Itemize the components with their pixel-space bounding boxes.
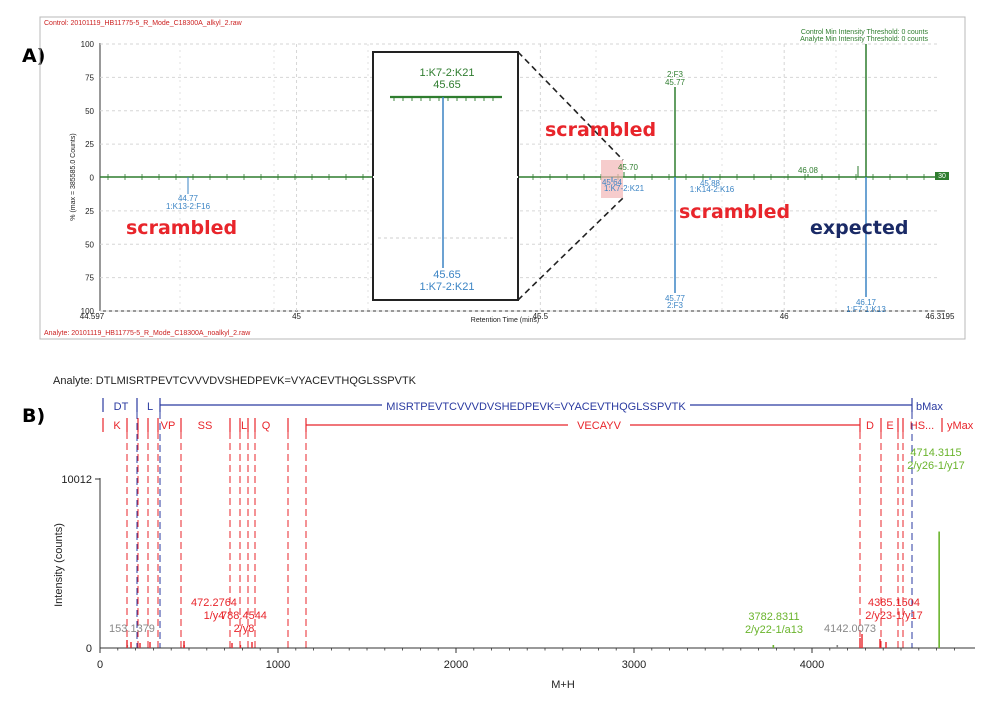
- analyte-peak-label-k13: 1:K13-2:F16: [166, 202, 211, 211]
- end-marker: [935, 172, 949, 180]
- peak-label-472-ion: 1/y4: [204, 610, 225, 622]
- control-threshold-legend: Control Min Intensity Threshold: 0 count…: [801, 29, 929, 36]
- x-start-label: 44.597: [80, 312, 105, 321]
- y-tick-label: 100: [81, 40, 95, 49]
- x-tick-label: 0: [97, 659, 103, 671]
- b-segment-l: L: [147, 401, 153, 413]
- analyte-peak-label-f7: 1:F7-1:K13: [846, 305, 886, 314]
- spectrum-plot: 10012 0 Intensity (counts) M+H 0 1000 2000…: [53, 412, 975, 691]
- y-tick-label: 0: [90, 174, 95, 183]
- y-segment-e: E: [886, 420, 893, 432]
- y-segment-l: L: [241, 420, 247, 432]
- y-max-label: yMax: [947, 420, 974, 432]
- y-tick-label-zero: 0: [86, 643, 92, 655]
- control-peak-rt-46-08: 46.08: [798, 166, 819, 175]
- panel-b-letter: B): [22, 405, 45, 427]
- inset-zoom-line-top: [517, 51, 624, 161]
- y-segment-peptide: VECAYV: [577, 420, 621, 432]
- control-file-header: Control: 20101119_HB11775-5_R_Mode_C1830…: [44, 20, 243, 27]
- peak-label-788-mass: 788.4544: [221, 610, 267, 622]
- analyte-peak-rt-46-17: 46.17: [856, 298, 877, 307]
- spectrum-x-ticks: 0 1000 2000 3000 4000: [97, 648, 955, 671]
- panel-a-frame: [39, 16, 966, 340]
- fragment-dashed-lines: [126, 412, 913, 648]
- analyte-peak-label-k14: 1:K14-2:K16: [690, 185, 735, 194]
- peak-label-3782-mass: 3782.8311: [748, 611, 799, 623]
- y-segment-ss: SS: [198, 420, 213, 432]
- analyte-peak-label-k7: 1:K7-2:K21: [604, 184, 645, 193]
- x-tick-label: 4000: [800, 659, 824, 671]
- y-tick-label: 75: [85, 274, 94, 283]
- chromatogram-plot: 100 75 50 25 0 25 50 75 100 45 45.5 46 % (max = 38…: [70, 40, 955, 324]
- y-ion-row: K VP SS L Q VECAYV D E HS... yMax: [102, 418, 974, 432]
- peak-label-4714-mass: 4714.3115: [910, 447, 961, 459]
- y-tick-label: 50: [85, 107, 94, 116]
- panel-a-letter: A): [22, 45, 45, 67]
- peak-label-4385-mass: 4385.1504: [868, 597, 920, 609]
- x-tick-label: 1000: [266, 659, 290, 671]
- inset-bottom-label: 1:K7-2:K21: [419, 281, 474, 293]
- end-marker-label: 30: [938, 173, 946, 180]
- peak-label-4385-ion: 2/y23-1/y17: [865, 610, 922, 622]
- chromatogram-x-label: Retention Time (mins): [471, 317, 539, 324]
- analyte-peak-label-f3: 2:F3: [667, 301, 684, 310]
- peak-label-4142: 4142.0073: [824, 623, 876, 635]
- inset-bottom-value: 45.65: [433, 269, 461, 281]
- y-tick-label: 25: [85, 207, 94, 216]
- peak-label-153: 153.1379: [109, 623, 155, 635]
- peak-label-472-mass: 472.2764: [191, 597, 237, 609]
- inset-zoom-line-bottom: [517, 197, 624, 301]
- peak-label-4714-ion: 2/y26-1/y17: [907, 460, 964, 472]
- b-ion-row: DT L MISRTPEVTCVVVDVSHEDPEVK=VYACEVTHQGL…: [102, 398, 943, 413]
- y-tick-label-max: 10012: [61, 474, 92, 486]
- analyte-peak-rt-45-88: 45.88: [700, 179, 721, 188]
- annotation-scrambled-mid: scrambled: [545, 119, 656, 141]
- y-tick-label: 75: [85, 73, 94, 82]
- chromatogram-x-ticks: 45 45.5 46: [292, 312, 789, 321]
- spectrum-peaks: [126, 531, 940, 648]
- y-tick-label: 50: [85, 240, 94, 249]
- analyte-peak-rt-45-77: 45.77: [665, 294, 686, 303]
- analyte-threshold-legend: Analyte Min Intensity Threshold: 0 count…: [800, 36, 928, 43]
- y-segment-hs: HS...: [910, 420, 934, 432]
- annotation-expected: expected: [810, 217, 908, 239]
- y-segment-q: Q: [262, 420, 271, 432]
- control-peak-label-f3: 2:F3: [667, 70, 684, 79]
- x-tick-label: 3000: [622, 659, 646, 671]
- b-segment-dt: DT: [114, 401, 129, 413]
- b-segment-peptide: MISRTPEVTCVVVDVSHEDPEVK=VYACEVTHQGLSSPVT…: [386, 401, 686, 413]
- x-tick-label: 2000: [444, 659, 468, 671]
- inset-top-value: 45.65: [433, 79, 461, 91]
- peak-label-3782-ion: 2/y22-1/a13: [745, 624, 803, 636]
- y-tick-label: 25: [85, 140, 94, 149]
- chromatogram-y-ticks: 100 75 50 25 0 25 50 75 100: [81, 40, 95, 316]
- annotation-scrambled-right: scrambled: [679, 201, 790, 223]
- y-tick-label: 100: [81, 307, 95, 316]
- control-peak-rt-45-77: 45.77: [665, 78, 686, 87]
- x-tick-label: 46: [780, 312, 789, 321]
- chromatogram-y-label: % (max = 385585.0 Counts): [70, 133, 77, 220]
- x-tick-label: 45: [292, 312, 301, 321]
- spectrum-y-label: Intensity (counts): [53, 523, 65, 607]
- y-segment-d: D: [866, 420, 874, 432]
- y-segment-vp: VP: [161, 420, 176, 432]
- peak-label-788-ion: 2/y8: [234, 623, 255, 635]
- annotation-scrambled-left: scrambled: [126, 217, 237, 239]
- analyte-file-header: Analyte: 20101119_HB11775-5_R_Mode_C1830…: [44, 330, 251, 337]
- inset-top-label: 1:K7-2:K21: [419, 67, 474, 79]
- analyte-sequence-title: Analyte: DTLMISRTPEVTCVVVDVSHEDPEVK=VYAC…: [53, 375, 417, 387]
- x-tick-label: 45.5: [533, 312, 549, 321]
- analyte-peak-rt-45-64: 45.64: [602, 178, 623, 187]
- b-max-label: bMax: [916, 401, 943, 413]
- inset-trace-noise: [393, 97, 494, 101]
- control-peak-rt-45-70: 45.70: [618, 163, 639, 172]
- spectrum-x-label: M+H: [551, 679, 575, 691]
- y-segment-k: K: [113, 420, 121, 432]
- x-end-label: 46.3195: [926, 312, 955, 321]
- analyte-peak-rt-44-77: 44.77: [178, 194, 199, 203]
